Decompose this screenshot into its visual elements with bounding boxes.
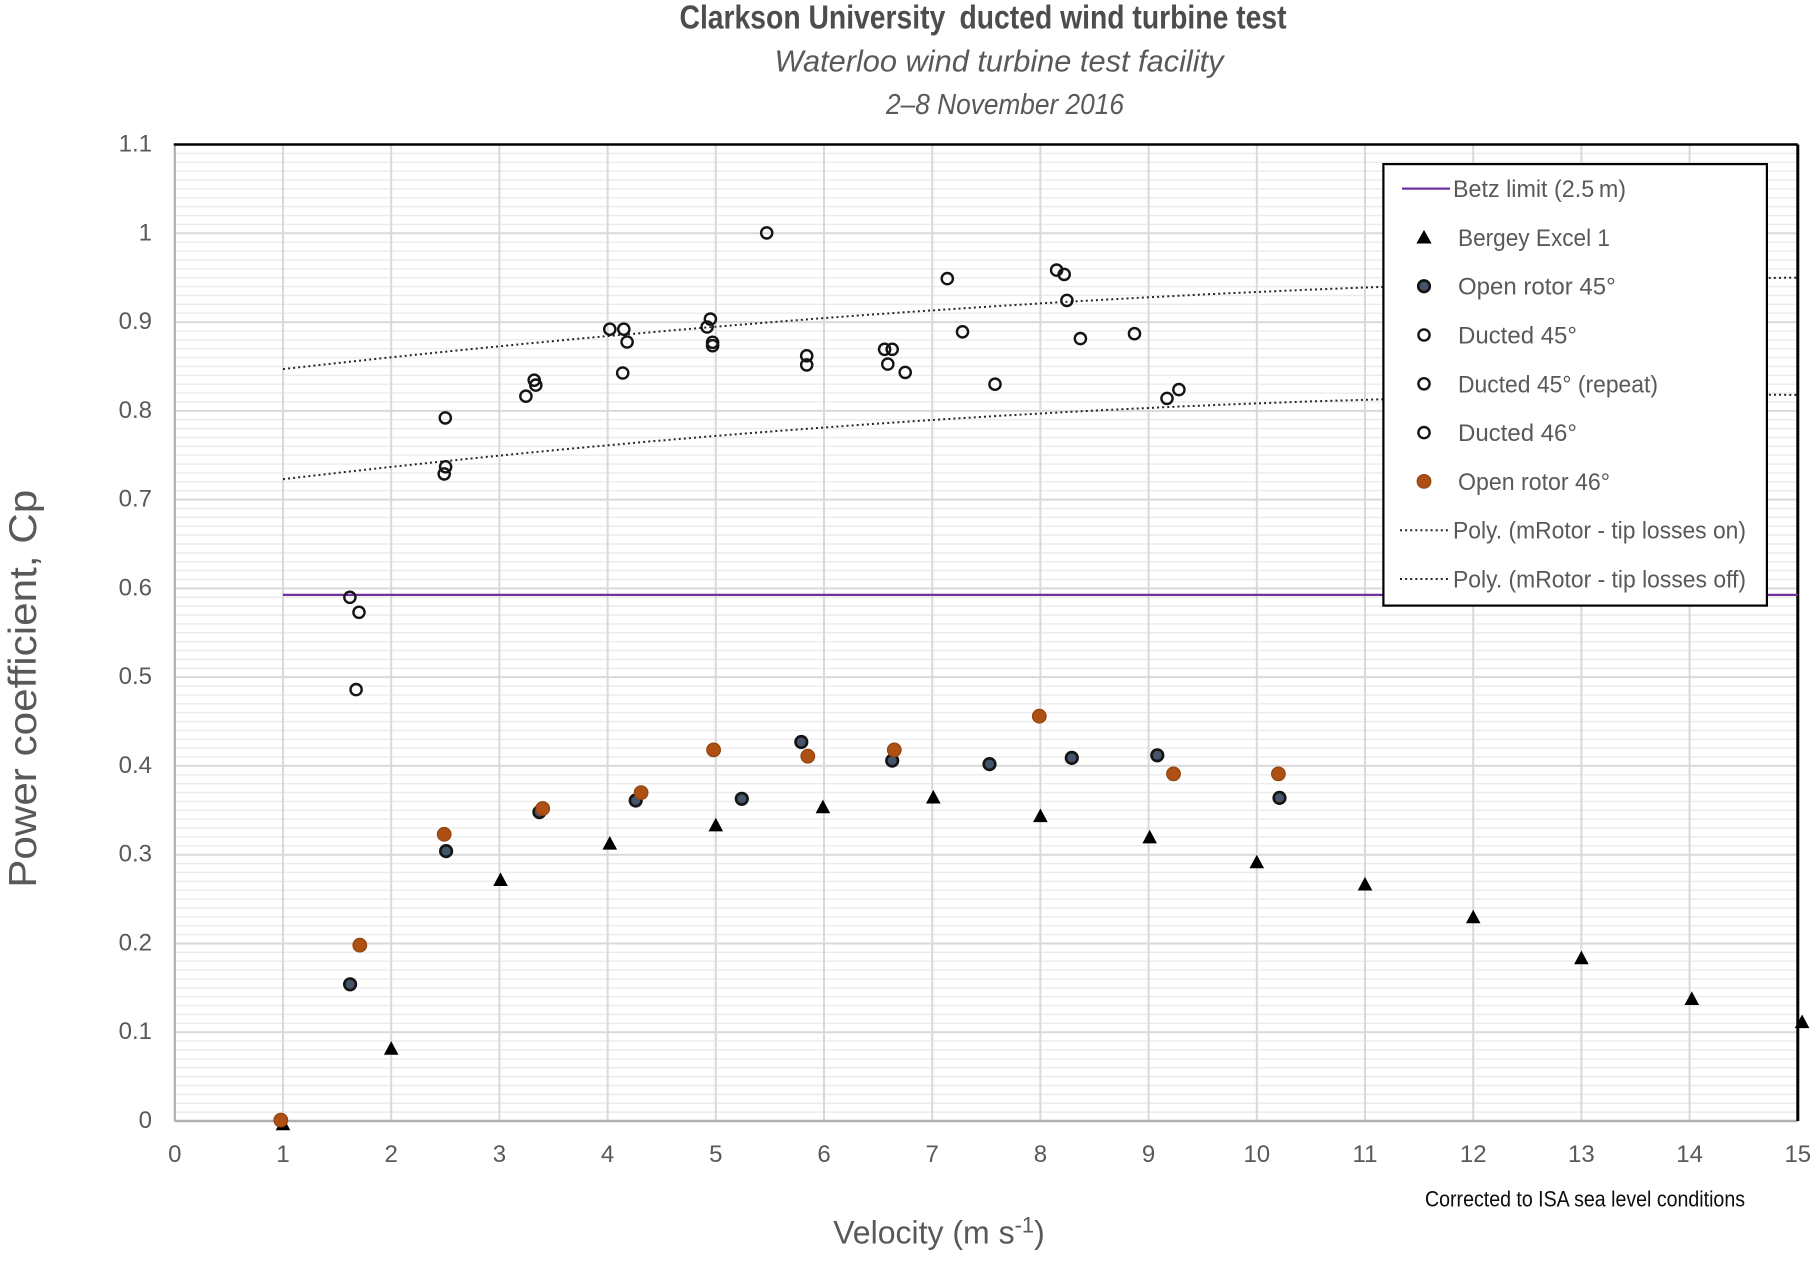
svg-text:Velocity (m s-1): Velocity (m s-1)	[833, 1213, 1045, 1251]
svg-text:12: 12	[1460, 1141, 1487, 1168]
svg-text:13: 13	[1568, 1141, 1595, 1168]
svg-text:Open rotor 46°: Open rotor 46°	[1458, 469, 1610, 496]
svg-text:0: 0	[139, 1107, 152, 1134]
svg-text:0.9: 0.9	[119, 308, 152, 335]
svg-text:4: 4	[601, 1141, 614, 1168]
svg-text:Power coefficient, Cp: Power coefficient, Cp	[2, 490, 45, 888]
svg-text:9: 9	[1142, 1141, 1155, 1168]
svg-text:0.4: 0.4	[119, 752, 152, 779]
svg-text:0: 0	[168, 1141, 181, 1168]
svg-text:1.1: 1.1	[119, 131, 152, 158]
svg-text:7: 7	[926, 1141, 939, 1168]
svg-text:0.6: 0.6	[119, 574, 152, 601]
svg-text:Clarkson University ducted win: Clarkson University ducted wind turbine …	[680, 0, 1287, 36]
svg-text:10: 10	[1243, 1141, 1270, 1168]
svg-text:Waterloo wind turbine test fac: Waterloo wind turbine test facility	[775, 44, 1226, 79]
svg-text:Corrected to ISA sea level con: Corrected to ISA sea level conditions	[1425, 1187, 1745, 1212]
svg-text:Betz limit (2.5 m): Betz limit (2.5 m)	[1453, 176, 1626, 203]
svg-text:6: 6	[817, 1141, 830, 1168]
svg-text:Bergey Excel 1: Bergey Excel 1	[1458, 225, 1610, 252]
svg-text:11: 11	[1353, 1141, 1378, 1168]
svg-text:8: 8	[1034, 1141, 1047, 1168]
svg-text:15: 15	[1784, 1141, 1811, 1168]
svg-text:1: 1	[276, 1141, 289, 1168]
svg-text:Poly. (mRotor - tip losses on): Poly. (mRotor - tip losses on)	[1453, 518, 1746, 545]
svg-text:0.1: 0.1	[119, 1018, 152, 1045]
svg-text:5: 5	[709, 1141, 722, 1168]
svg-text:Poly. (mRotor - tip losses off: Poly. (mRotor - tip losses off)	[1453, 567, 1746, 594]
svg-text:2–8 November 2016: 2–8 November 2016	[885, 89, 1125, 121]
svg-text:1: 1	[139, 219, 152, 246]
svg-text:Ducted 46°: Ducted 46°	[1458, 420, 1577, 447]
svg-text:2: 2	[385, 1141, 398, 1168]
svg-text:3: 3	[493, 1141, 506, 1168]
svg-text:0.3: 0.3	[119, 841, 152, 868]
svg-text:0.7: 0.7	[119, 486, 152, 513]
svg-text:0.5: 0.5	[119, 663, 152, 690]
svg-text:0.8: 0.8	[119, 397, 152, 424]
svg-text:Ducted 45°: Ducted 45°	[1458, 323, 1577, 350]
svg-text:Ducted 45° (repeat): Ducted 45° (repeat)	[1458, 371, 1658, 398]
svg-text:14: 14	[1676, 1141, 1703, 1168]
svg-text:0.2: 0.2	[119, 930, 152, 957]
svg-text:Open rotor 45°: Open rotor 45°	[1458, 274, 1616, 301]
